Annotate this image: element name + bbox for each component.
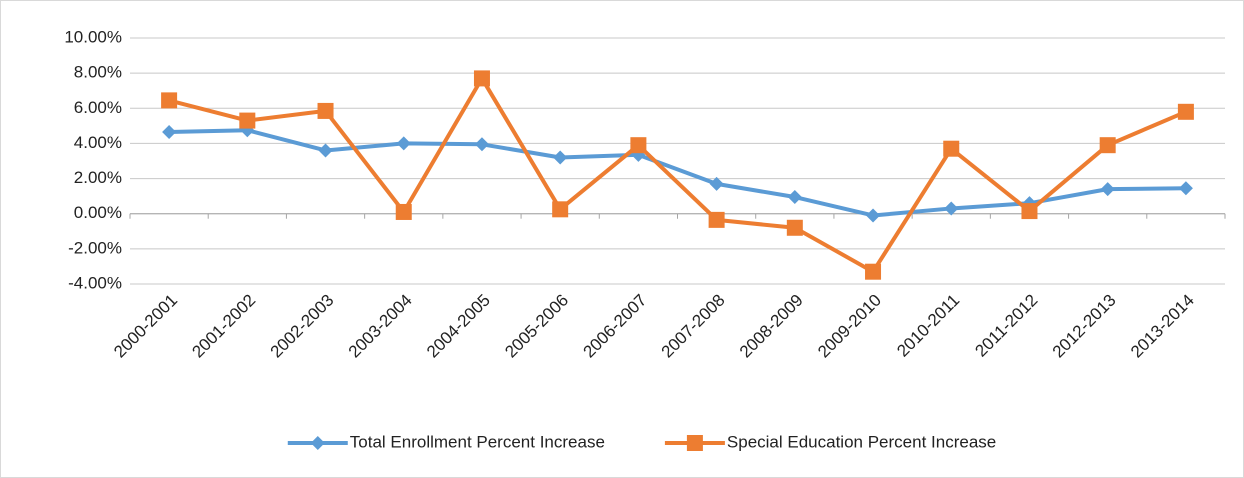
marker bbox=[317, 102, 334, 119]
legend-marker bbox=[686, 435, 703, 451]
marker bbox=[630, 137, 647, 154]
legend-marker bbox=[310, 436, 325, 450]
y-tick-label: 6.00% bbox=[74, 98, 122, 117]
legend: Total Enrollment Percent Increase Special… bbox=[287, 432, 996, 451]
y-tick-label: 4.00% bbox=[74, 133, 122, 152]
marker bbox=[865, 263, 882, 280]
marker bbox=[239, 112, 256, 129]
y-tick-label: -2.00% bbox=[68, 238, 122, 257]
legend-item: Special Education Percent Increase bbox=[664, 432, 996, 451]
y-tick-label: -4.00% bbox=[68, 273, 122, 292]
marker bbox=[1021, 203, 1038, 220]
marker bbox=[866, 208, 881, 223]
marker bbox=[787, 190, 802, 205]
y-tick-label: 8.00% bbox=[74, 63, 122, 82]
marker bbox=[708, 211, 725, 228]
marker bbox=[161, 92, 178, 109]
legend-item: Total Enrollment Percent Increase bbox=[287, 432, 605, 451]
marker bbox=[944, 201, 959, 216]
y-tick-label: 10.00% bbox=[64, 27, 122, 46]
marker bbox=[1100, 182, 1115, 197]
marker bbox=[553, 150, 568, 165]
marker bbox=[786, 219, 803, 236]
marker bbox=[1099, 137, 1116, 154]
marker bbox=[943, 140, 960, 157]
series-line bbox=[168, 76, 1187, 274]
marker bbox=[162, 125, 177, 140]
marker bbox=[318, 143, 333, 158]
legend-label: Total Enrollment Percent Increase bbox=[350, 432, 605, 451]
marker bbox=[552, 201, 569, 218]
legend-label: Special Education Percent Increase bbox=[727, 432, 996, 451]
marker bbox=[395, 203, 412, 220]
marker bbox=[709, 176, 724, 191]
marker bbox=[474, 137, 489, 152]
marker bbox=[1178, 181, 1193, 196]
series-line bbox=[169, 128, 1186, 218]
marker bbox=[473, 70, 490, 87]
marker bbox=[396, 136, 411, 151]
marker bbox=[1177, 103, 1194, 120]
y-tick-label: 0.00% bbox=[74, 203, 122, 222]
y-tick-label: 2.00% bbox=[74, 168, 122, 187]
